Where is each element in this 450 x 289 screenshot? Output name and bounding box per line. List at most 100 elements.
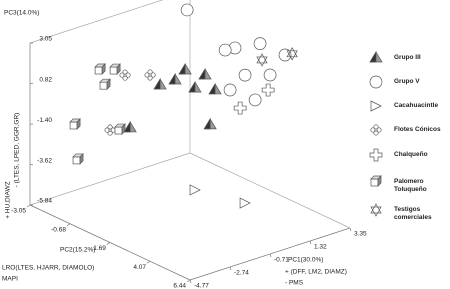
point bbox=[223, 83, 237, 97]
legend-marker bbox=[370, 100, 382, 112]
legend-label: Cacahuacintle bbox=[394, 102, 439, 109]
point bbox=[144, 69, 156, 81]
marker-part bbox=[369, 50, 377, 63]
marker-part bbox=[374, 128, 378, 132]
y-tick bbox=[106, 242, 111, 245]
marker-part bbox=[256, 53, 268, 64]
marker-part bbox=[370, 100, 382, 112]
marker-part bbox=[79, 153, 84, 165]
legend-label: Chalqueño bbox=[394, 151, 428, 158]
box-edge bbox=[29, 0, 164, 44]
x-tick bbox=[229, 266, 232, 271]
marker-part bbox=[178, 62, 186, 75]
point bbox=[72, 153, 84, 165]
point bbox=[178, 62, 192, 75]
marker-part bbox=[148, 73, 152, 77]
annotation: - (LTES, LPED, GGR,GR) bbox=[14, 113, 21, 188]
point bbox=[180, 3, 194, 17]
marker-part bbox=[101, 63, 106, 75]
legend-marker bbox=[369, 148, 383, 162]
marker-part bbox=[369, 75, 383, 89]
marker-part bbox=[94, 66, 103, 75]
marker-part bbox=[377, 175, 382, 187]
annotation: + HU,DIAWZ bbox=[5, 181, 12, 219]
y-tick-label: 6.44 bbox=[173, 283, 186, 289]
x-tick bbox=[189, 279, 192, 284]
annotation: - PMS bbox=[285, 280, 304, 287]
point bbox=[123, 120, 137, 133]
marker-part bbox=[256, 56, 268, 67]
legend-marker bbox=[369, 75, 383, 89]
z-tick-label: -5.84 bbox=[37, 198, 52, 205]
point bbox=[261, 83, 275, 97]
marker-part bbox=[153, 77, 161, 90]
annotation: MAPI bbox=[2, 276, 18, 283]
annotation: LRO(LTES, HJARR, DIAMOLO) bbox=[2, 265, 94, 272]
point bbox=[218, 43, 232, 57]
marker-part bbox=[261, 83, 275, 97]
marker-part bbox=[198, 67, 206, 80]
point bbox=[203, 117, 217, 130]
point bbox=[263, 68, 277, 82]
annotation: + (DFF, LM2, DIAMZ) bbox=[285, 269, 347, 276]
marker-part bbox=[370, 206, 382, 217]
marker-part bbox=[208, 82, 216, 95]
marker-part bbox=[123, 120, 131, 133]
marker-part bbox=[253, 37, 267, 51]
point bbox=[114, 123, 126, 135]
point bbox=[104, 124, 116, 136]
marker-part bbox=[263, 68, 277, 82]
marker-part bbox=[286, 47, 298, 58]
marker-part bbox=[123, 73, 127, 77]
marker-part bbox=[223, 83, 237, 97]
marker-part bbox=[108, 128, 112, 132]
marker-part bbox=[121, 123, 126, 135]
legend-label: Palomero Toluqueño bbox=[394, 178, 427, 193]
marker-part bbox=[189, 184, 201, 196]
y-tick bbox=[146, 260, 151, 264]
point bbox=[238, 68, 252, 82]
marker-part bbox=[248, 93, 262, 107]
marker-part bbox=[114, 126, 123, 135]
marker-part bbox=[109, 66, 118, 75]
marker-part bbox=[69, 121, 78, 130]
y-tick-label: 4.07 bbox=[133, 264, 146, 271]
point bbox=[94, 63, 106, 75]
point bbox=[99, 78, 111, 91]
marker-part bbox=[188, 80, 196, 93]
point bbox=[256, 53, 268, 67]
marker-part bbox=[116, 63, 121, 75]
point bbox=[253, 37, 267, 51]
marker-part bbox=[369, 148, 383, 162]
legend-marker bbox=[370, 203, 382, 217]
marker-part bbox=[180, 3, 194, 17]
z-tick-label: -3.62 bbox=[37, 157, 52, 164]
point bbox=[69, 118, 81, 130]
legend-marker bbox=[370, 175, 382, 187]
legend-marker bbox=[370, 124, 382, 136]
point bbox=[239, 197, 251, 209]
point bbox=[189, 184, 201, 196]
x-tick-label: 1.32 bbox=[314, 244, 327, 251]
marker-part bbox=[99, 81, 108, 90]
point bbox=[286, 47, 298, 61]
point bbox=[188, 80, 202, 93]
marker-part bbox=[233, 101, 247, 115]
point bbox=[153, 77, 167, 90]
y-tick bbox=[186, 279, 191, 283]
x-tick bbox=[349, 227, 352, 232]
legend-label: Grupo V bbox=[394, 78, 420, 85]
point bbox=[208, 82, 222, 95]
x-tick-label: 3.35 bbox=[354, 231, 367, 238]
legend-marker bbox=[369, 50, 383, 63]
legend-label: Testigos comerciales bbox=[394, 206, 432, 221]
point bbox=[168, 72, 182, 85]
x-tick bbox=[269, 253, 272, 258]
point bbox=[233, 101, 247, 115]
y-tick bbox=[66, 223, 71, 227]
y-tick-label: 1.69 bbox=[93, 245, 106, 252]
marker-part bbox=[203, 117, 211, 130]
marker-part bbox=[286, 50, 298, 61]
